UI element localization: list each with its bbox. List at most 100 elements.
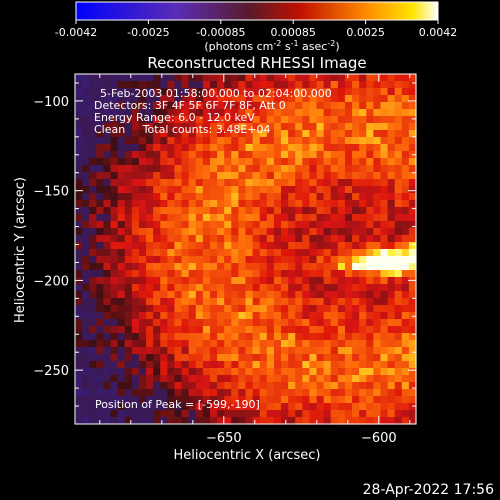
heatmap-cell [181,165,190,173]
heatmap-cell [103,277,112,285]
heatmap-cell [224,137,232,145]
heatmap-cell [295,235,303,243]
heatmap-cell [408,186,417,194]
heatmap-cell [195,116,204,124]
heatmap-cell [259,235,268,243]
heatmap-cell [188,284,197,292]
heatmap-cell [316,179,325,187]
heatmap-cell [75,221,83,229]
heatmap-cell [323,193,332,201]
heatmap-cell [330,102,339,110]
heatmap-cell [195,242,204,250]
heatmap-cell [89,340,97,348]
heatmap-cell [273,361,282,369]
heatmap-cell [209,193,218,201]
heatmap-cell [224,403,232,411]
heatmap-cell [252,410,261,418]
heatmap-cell [359,81,367,89]
heatmap-cell [352,256,360,264]
heatmap-cell [238,221,247,229]
heatmap-cell [103,347,112,355]
heatmap-cell [337,284,346,292]
heatmap-cell [209,81,218,89]
heatmap-cell [103,326,112,334]
heatmap-cell [188,277,197,285]
heatmap-cell [373,235,382,243]
heatmap-cell [181,347,190,355]
heatmap-cell [174,172,183,180]
heatmap-cell [408,144,417,152]
heatmap-cell [281,284,289,292]
heatmap-cell [337,235,346,243]
heatmap-cell [337,277,346,285]
heatmap-cell [160,102,168,110]
heatmap-cell [146,81,154,89]
heatmap-cell [366,249,374,257]
heatmap-cell [146,235,154,243]
heatmap-cell [359,333,367,341]
heatmap-cell [131,193,140,201]
heatmap-cell [344,179,353,187]
heatmap-cell [131,333,140,341]
heatmap-cell [309,312,318,320]
heatmap-cell [330,249,339,257]
heatmap-cell [309,228,318,236]
heatmap-cell [366,74,374,82]
heatmap-cell [309,340,318,348]
heatmap-cell [202,200,211,208]
heatmap-cell [195,284,204,292]
heatmap-cell [75,116,83,124]
heatmap-cell [160,410,168,418]
heatmap-cell [160,263,168,271]
heatmap-cell [153,396,161,404]
heatmap-cell [174,396,183,404]
heatmap-cell [131,144,140,152]
heatmap-cell [352,368,360,376]
heatmap-cell [295,151,303,159]
heatmap-cell [217,235,225,243]
heatmap-cell [89,256,97,264]
heatmap-cell [124,263,133,271]
heatmap-cell [266,410,275,418]
heatmap-cell [380,109,389,117]
heatmap-cell [224,116,232,124]
heatmap-cell [117,270,126,278]
heatmap-cell [131,319,140,327]
heatmap-cell [394,410,403,418]
heatmap-cell [373,347,382,355]
heatmap-cell [366,291,374,299]
heatmap-cell [273,235,282,243]
heatmap-cell [209,123,218,131]
heatmap-cell [330,116,339,124]
heatmap-cell [153,375,161,383]
heatmap-cell [131,270,140,278]
heatmap-cell [281,88,289,96]
heatmap-cell [366,81,374,89]
heatmap-cell [181,319,190,327]
heatmap-cell [160,130,168,138]
heatmap-cell [160,74,168,82]
heatmap-cell [231,165,239,173]
heatmap-cell [344,284,353,292]
heatmap-cell [366,95,374,103]
heatmap-cell [217,396,225,404]
heatmap-cell [295,361,303,369]
heatmap-cell [103,179,112,187]
heatmap-cell [89,326,97,334]
heatmap-cell [288,95,296,103]
heatmap-cell [181,186,190,194]
heatmap-cell [153,389,161,397]
heatmap-cell [138,277,147,285]
heatmap-cell [167,354,176,362]
heatmap-cell [408,354,417,362]
heatmap-cell [188,375,197,383]
heatmap-cell [352,102,360,110]
heatmap-cell [146,74,154,82]
heatmap-cell [217,270,225,278]
heatmap-cell [96,200,105,208]
heatmap-cell [209,116,218,124]
heatmap-cell [380,214,389,222]
heatmap-cell [309,172,318,180]
heatmap-cell [89,165,97,173]
heatmap-cell [281,263,289,271]
